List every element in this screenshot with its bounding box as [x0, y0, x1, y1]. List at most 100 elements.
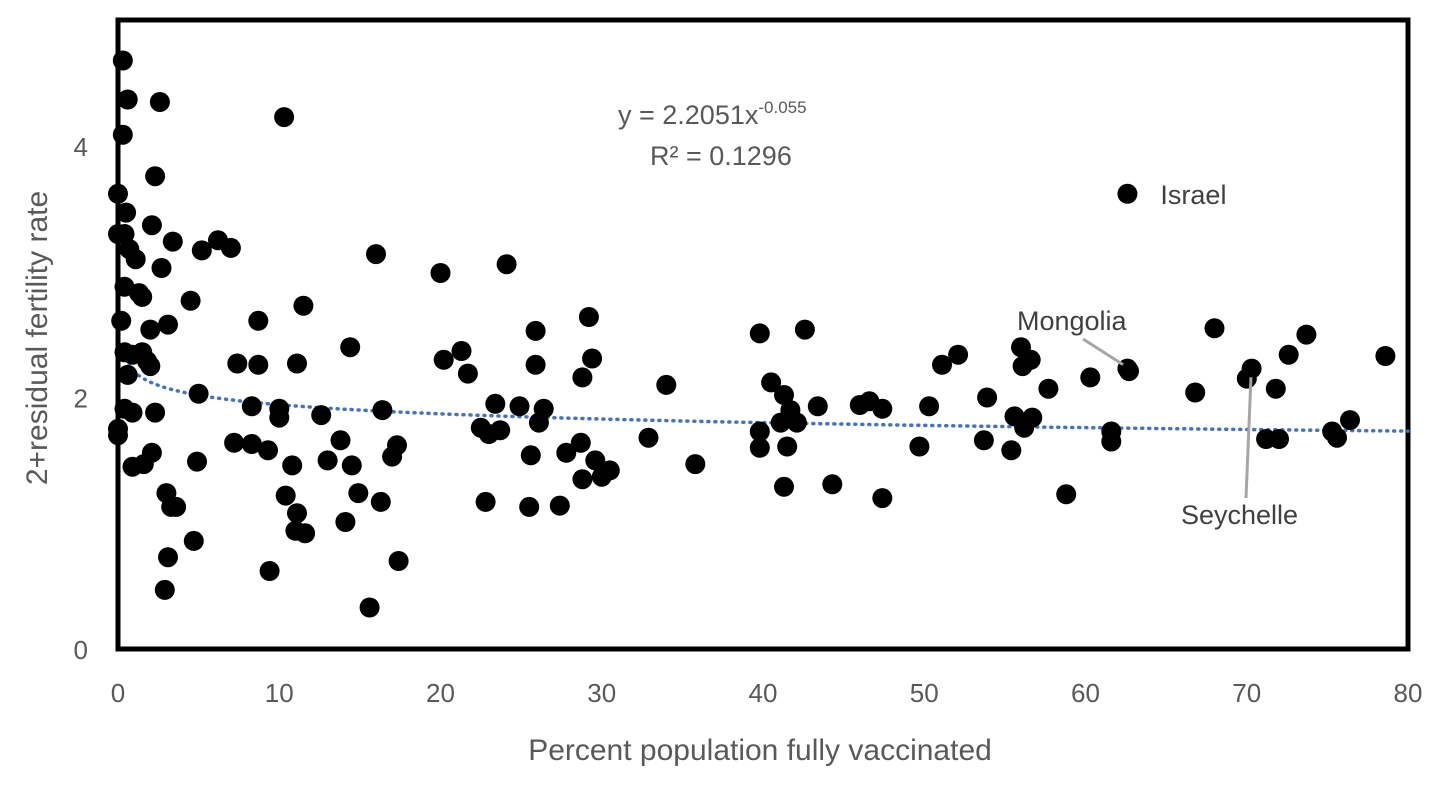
annotations: Israel Mongolia Seychelle [1017, 180, 1298, 530]
data-point [180, 290, 201, 311]
data-point [145, 166, 166, 187]
data-point [1022, 407, 1043, 428]
data-point [572, 367, 593, 388]
data-point [220, 237, 241, 258]
data-points [108, 50, 1396, 618]
data-point [259, 561, 280, 581]
data-point [132, 286, 153, 307]
data-point [311, 405, 332, 426]
data-point [112, 50, 133, 71]
data-point [1278, 344, 1299, 365]
trendline-equation: y = 2.2051x-0.055 [618, 98, 807, 130]
data-point [1119, 361, 1139, 382]
data-point [366, 244, 386, 265]
data-point [151, 258, 172, 278]
data-point [330, 430, 351, 451]
data-point [749, 437, 770, 458]
data-point [430, 263, 451, 283]
data-point [1056, 484, 1077, 505]
annotation-seychelle-leader [1244, 377, 1253, 499]
data-point [341, 455, 362, 476]
data-point [370, 491, 391, 512]
data-point [108, 425, 128, 446]
data-point [457, 363, 478, 384]
data-point [977, 387, 998, 408]
data-point [1265, 378, 1286, 399]
trendline-r-squared: R² = 0.1296 [650, 141, 792, 171]
data-point [158, 314, 178, 335]
x-tick-label: 20 [426, 678, 455, 708]
data-point [287, 503, 307, 524]
data-point [117, 89, 138, 110]
data-point [241, 396, 262, 417]
data-point [282, 455, 303, 476]
annotation-seychelle: Seychelle [1181, 500, 1298, 530]
data-point [372, 400, 393, 421]
data-point [761, 372, 782, 393]
y-tick-label: 2 [74, 384, 88, 414]
data-point [578, 307, 599, 327]
data-point [1038, 378, 1059, 399]
data-point [112, 124, 133, 145]
data-point [1185, 382, 1206, 403]
data-point [1020, 349, 1041, 370]
data-point [1080, 367, 1101, 388]
data-point [556, 442, 577, 463]
data-point [973, 430, 994, 451]
data-point [1296, 324, 1317, 345]
data-point [433, 349, 454, 370]
x-tick-label: 60 [1071, 678, 1100, 708]
data-point [275, 485, 296, 506]
data-point [1340, 410, 1360, 431]
data-point [125, 249, 146, 270]
data-point [774, 385, 794, 405]
data-point [599, 460, 620, 481]
data-point [932, 354, 952, 375]
data-point [528, 412, 549, 433]
data-point [140, 356, 161, 377]
data-point [359, 597, 380, 618]
data-point [572, 469, 593, 490]
data-point [114, 224, 135, 244]
data-point [388, 551, 409, 571]
data-point [794, 319, 815, 340]
data-point [451, 341, 472, 361]
data-point [749, 421, 770, 442]
x-tick-label: 80 [1394, 678, 1423, 708]
equation-main: y = 2.2051x [618, 100, 759, 130]
y-tick-label: 0 [74, 635, 88, 665]
x-tick-label: 40 [749, 678, 778, 708]
trendline [119, 344, 1410, 433]
data-point [549, 495, 570, 516]
data-point [248, 310, 269, 331]
data-point [122, 402, 143, 423]
data-point [269, 407, 290, 428]
x-axis-title: Percent population fully vaccinated [528, 734, 992, 767]
annotation-mongolia: Mongolia [1017, 306, 1128, 336]
data-point [187, 451, 207, 472]
data-point [188, 383, 209, 404]
axes: 0 10 20 30 40 50 60 70 80 0 2 4 [74, 17, 1423, 708]
data-point [224, 432, 245, 453]
x-tick-label: 70 [1232, 678, 1261, 708]
data-point [108, 183, 128, 204]
data-point [191, 240, 212, 261]
data-point [638, 427, 659, 448]
data-point [140, 319, 161, 340]
plot-frame [115, 17, 1411, 652]
data-point [241, 434, 262, 454]
data-point [1375, 346, 1396, 366]
data-point [525, 354, 546, 375]
data-point-israel [1117, 183, 1138, 204]
data-point [149, 92, 170, 112]
data-point [274, 107, 295, 128]
data-point [786, 412, 807, 433]
x-tick-label: 50 [910, 678, 939, 708]
data-point [340, 337, 361, 358]
data-point [295, 523, 316, 544]
data-point [872, 488, 893, 509]
data-point [154, 579, 175, 600]
data-point [1269, 429, 1289, 449]
data-point [116, 202, 137, 223]
